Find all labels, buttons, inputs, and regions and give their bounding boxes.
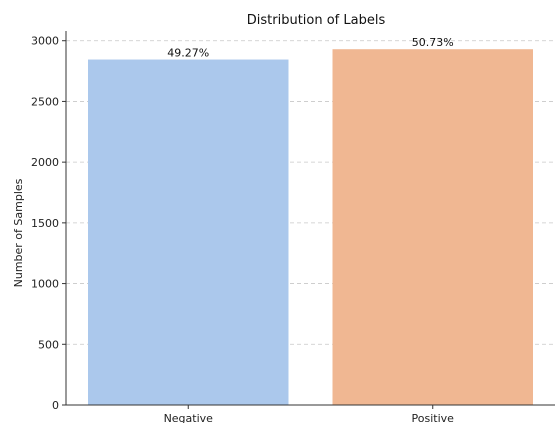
y-tick-label: 2000 — [31, 156, 59, 169]
x-tick-layer: Negative Positive — [164, 405, 455, 423]
bar-layer — [88, 49, 533, 406]
chart-title: Distribution of Labels — [247, 13, 386, 28]
y-tick-label: 1000 — [31, 278, 59, 291]
x-tick-label: Negative — [164, 412, 214, 423]
data-label-layer: 49.27% 50.73% — [167, 36, 453, 59]
bar-negative — [88, 59, 289, 406]
data-label: 49.27% — [167, 47, 209, 60]
y-axis-label: Number of Samples — [12, 178, 25, 287]
bar-positive — [332, 49, 533, 405]
data-label: 50.73% — [412, 36, 454, 49]
y-tick-label: 1500 — [31, 217, 59, 230]
axis-layer — [65, 31, 555, 406]
y-tick-label: 3000 — [31, 35, 59, 48]
x-tick-label: Positive — [412, 412, 455, 423]
y-tick-label: 2500 — [31, 95, 59, 108]
y-tick-layer: 0 500 1000 1500 2000 2500 3000 — [31, 35, 66, 412]
y-tick-label: 500 — [38, 338, 59, 351]
y-tick-label: 0 — [52, 399, 59, 412]
